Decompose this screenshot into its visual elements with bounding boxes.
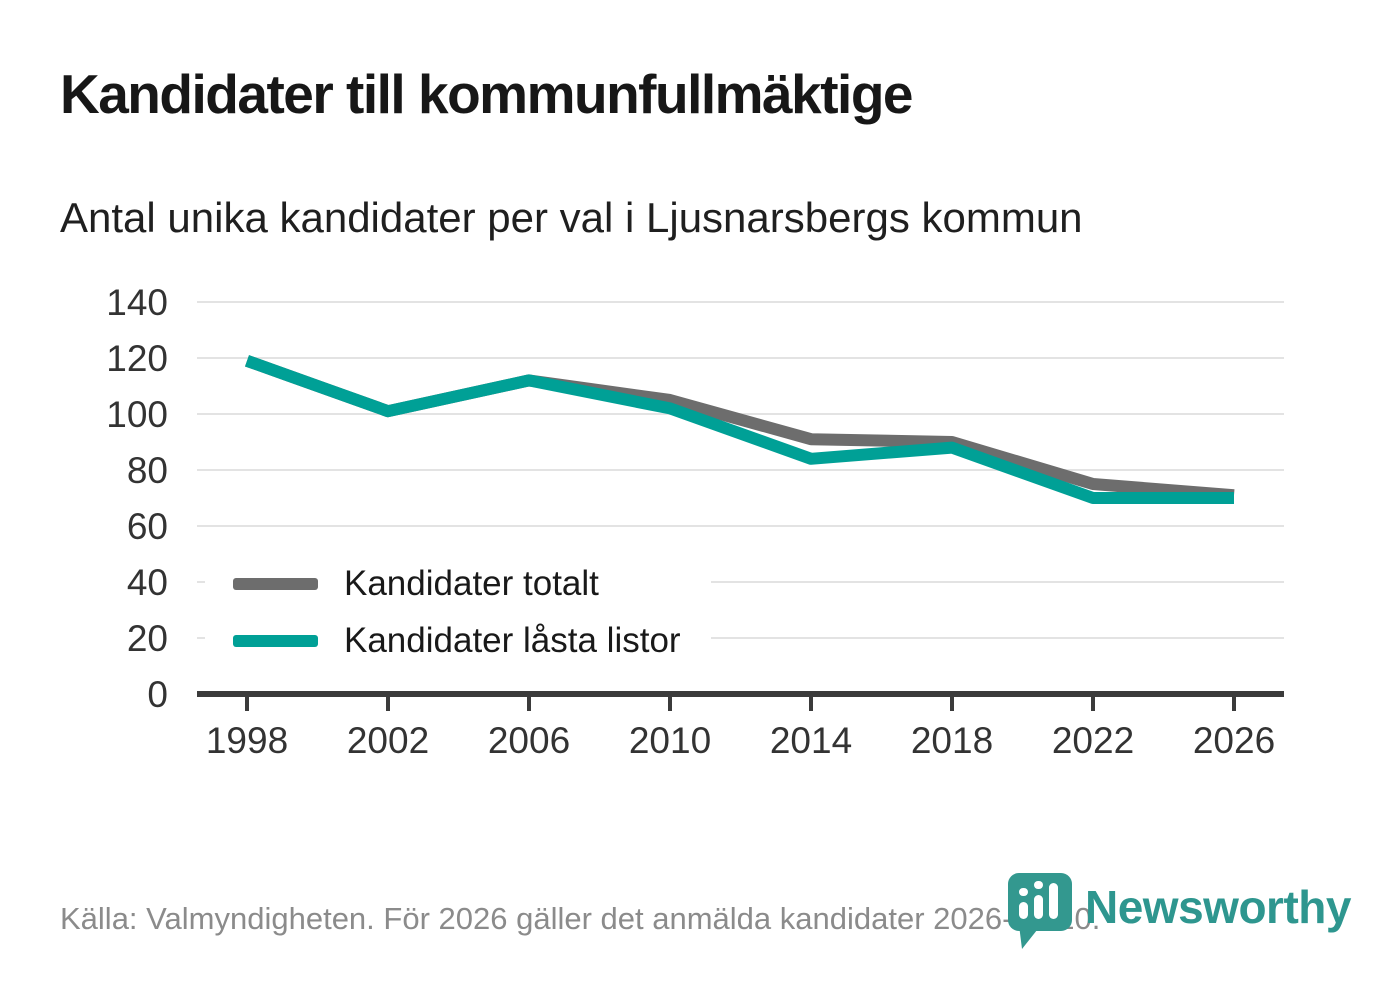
chart-title: Kandidater till kommunfullmäktige	[60, 63, 914, 125]
newsworthy-wordmark: Newsworthy	[1085, 881, 1351, 933]
legend-item-locked-lists: Kandidater låsta listor	[233, 612, 681, 669]
svg-text:60: 60	[127, 506, 168, 547]
legend-swatch-locked-lists	[233, 634, 318, 647]
svg-text:140: 140	[106, 282, 168, 323]
svg-text:2018: 2018	[911, 720, 993, 761]
svg-text:2006: 2006	[488, 720, 570, 761]
svg-text:80: 80	[127, 450, 168, 491]
legend-swatch-total	[233, 577, 318, 590]
svg-text:100: 100	[106, 394, 168, 435]
svg-text:2014: 2014	[770, 720, 852, 761]
newsworthy-logo-icon	[1008, 873, 1072, 949]
svg-text:2010: 2010	[629, 720, 711, 761]
svg-text:2026: 2026	[1193, 720, 1275, 761]
svg-text:1998: 1998	[206, 720, 288, 761]
newsworthy-logo: Newsworthy	[1006, 871, 1351, 953]
svg-text:2022: 2022	[1052, 720, 1134, 761]
svg-text:40: 40	[127, 562, 168, 603]
svg-text:0: 0	[147, 674, 168, 715]
chart-subtitle: Antal unika kandidater per val i Ljusnar…	[60, 194, 1083, 241]
legend-label-total: Kandidater totalt	[344, 563, 599, 603]
svg-text:2002: 2002	[347, 720, 429, 761]
svg-text:120: 120	[106, 338, 168, 379]
legend-label-locked-lists: Kandidater låsta listor	[344, 620, 681, 660]
chart-legend: Kandidater totalt Kandidater låsta listo…	[205, 551, 711, 675]
svg-text:20: 20	[127, 618, 168, 659]
legend-item-total: Kandidater totalt	[233, 555, 681, 612]
source-note: Källa: Valmyndigheten. För 2026 gäller d…	[60, 901, 1101, 936]
